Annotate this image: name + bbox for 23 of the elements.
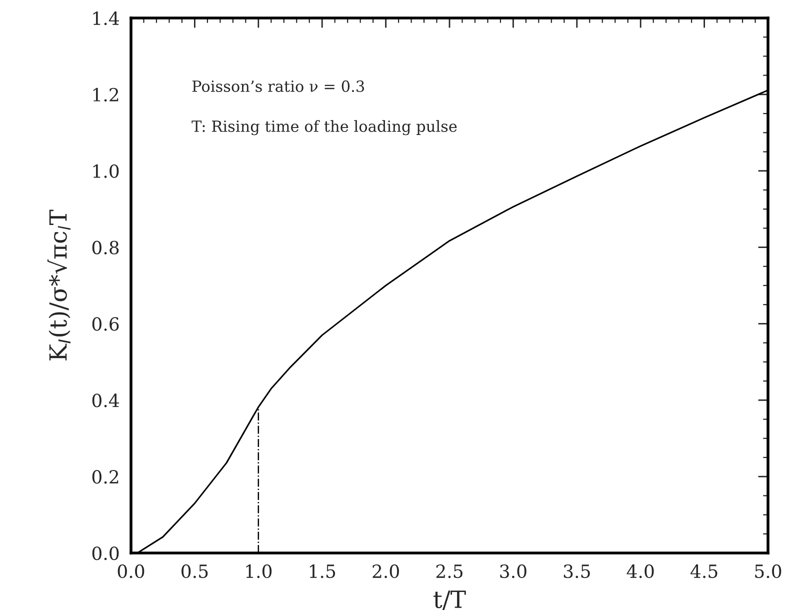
x-tick-label: 3.0 bbox=[500, 564, 526, 578]
x-tick-label: 4.5 bbox=[690, 564, 718, 578]
annotation: Poisson’s ratio ν = 0.3 bbox=[192, 80, 364, 92]
x-tick-label: 3.5 bbox=[564, 564, 590, 578]
y-tick-label: 1.4 bbox=[93, 11, 119, 26]
y-tick-label: 0.6 bbox=[92, 317, 119, 331]
y-tick-label: 1.2 bbox=[93, 88, 118, 102]
x-axis-title: t/T bbox=[434, 590, 466, 610]
x-tick-label: 4.0 bbox=[626, 564, 654, 578]
x-tick-label: 0.0 bbox=[118, 564, 144, 578]
y-tick-label: 1.0 bbox=[93, 164, 119, 178]
y-axis-title: K$_{I}$(t)/σ*√πc$_{l}$T bbox=[47, 210, 70, 360]
x-tick-label: 0.5 bbox=[182, 564, 208, 578]
y-tick-label: 0.2 bbox=[92, 470, 118, 484]
y-tick-label: 0.4 bbox=[92, 394, 119, 408]
x-tick-label: 2.0 bbox=[372, 564, 399, 578]
x-tick-label: 5.0 bbox=[755, 564, 782, 578]
y-tick-label: 0.8 bbox=[92, 240, 119, 254]
x-tick-label: 2.5 bbox=[436, 564, 462, 578]
x-tick-label: 1.5 bbox=[310, 564, 336, 578]
x-tick-label: 1.0 bbox=[246, 564, 272, 578]
y-tick-label: 0.0 bbox=[92, 546, 119, 560]
annotation: T: Rising time of the loading pulse bbox=[192, 120, 457, 136]
